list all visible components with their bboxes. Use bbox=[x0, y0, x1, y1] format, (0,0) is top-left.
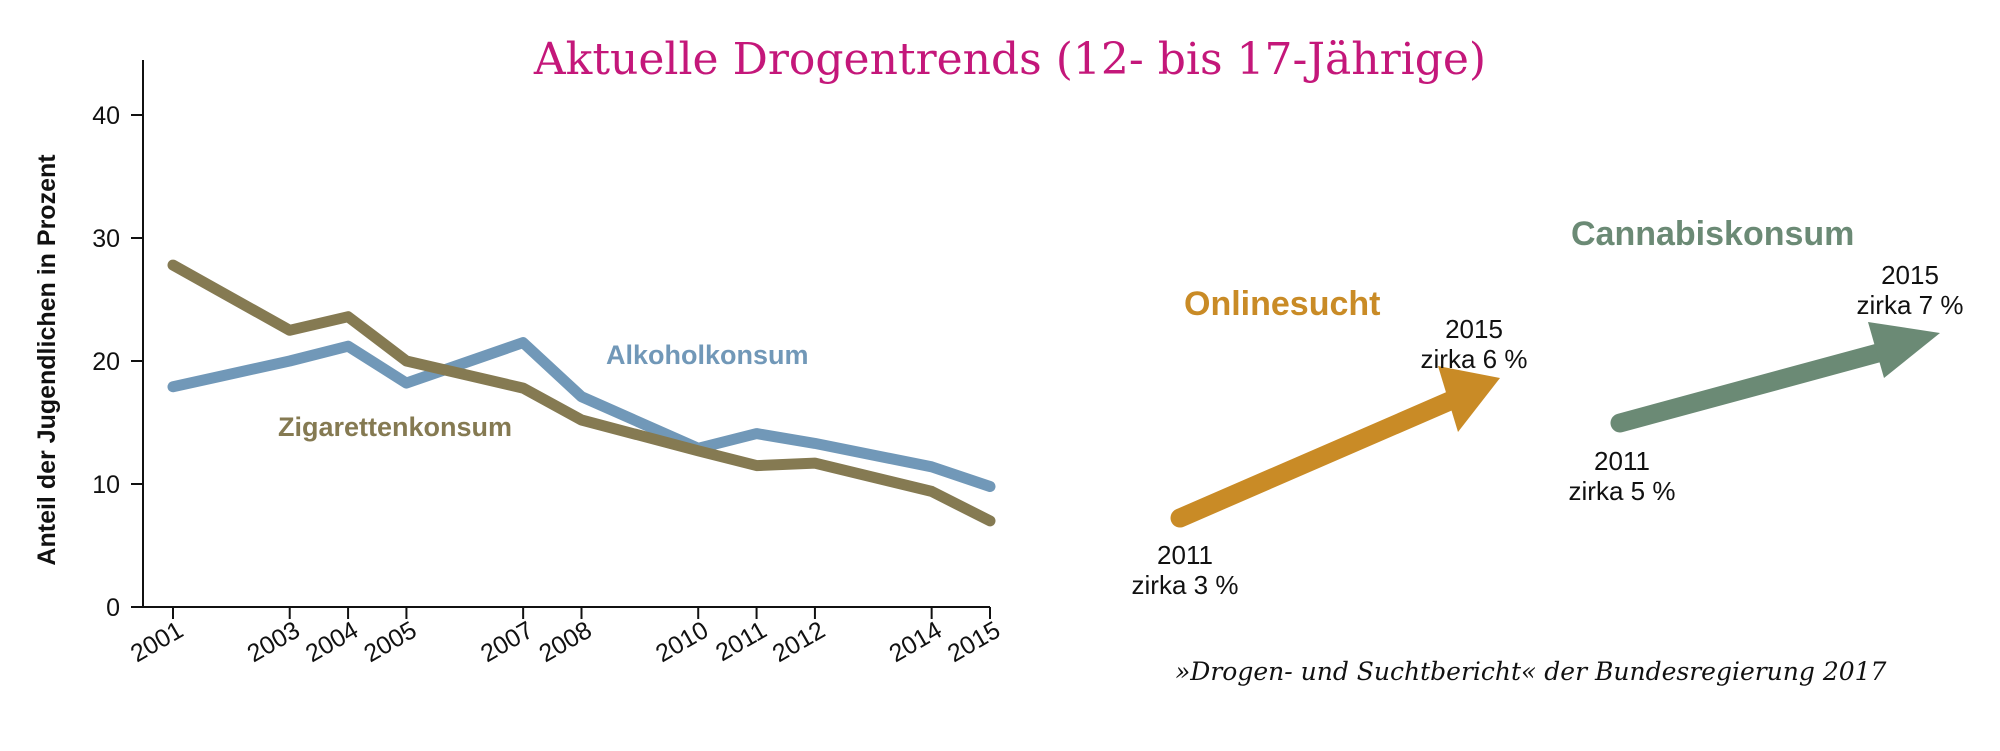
x-tick-label: 2005 bbox=[359, 616, 421, 668]
cannabiskonsum-start-year: 2011 bbox=[1594, 446, 1650, 476]
cannabiskonsum-start-value: zirka 5 % bbox=[1569, 476, 1676, 506]
onlinesucht-trend: Onlinesucht 2011 zirka 3 % 2015 zirka 6 … bbox=[1132, 285, 1528, 600]
cannabiskonsum-label: Cannabiskonsum bbox=[1571, 215, 1854, 253]
onlinesucht-start-year: 2011 bbox=[1157, 540, 1213, 570]
y-tick-label: 0 bbox=[106, 594, 120, 622]
y-tick-label: 40 bbox=[92, 102, 120, 130]
onlinesucht-label: Onlinesucht bbox=[1184, 285, 1380, 323]
cannabiskonsum-trend: Cannabiskonsum 2011 zirka 5 % 2015 zirka… bbox=[1569, 215, 1964, 506]
x-tick-label: 2008 bbox=[534, 616, 596, 668]
x-tick-label: 2003 bbox=[243, 616, 305, 668]
x-tick-label: 2007 bbox=[476, 616, 538, 668]
chart-title: Aktuelle Drogentrends (12- bis 17-Jährig… bbox=[533, 34, 1486, 85]
onlinesucht-arrow-head bbox=[1438, 366, 1500, 432]
cannabiskonsum-end-value: zirka 7 % bbox=[1857, 290, 1964, 320]
onlinesucht-arrow-shaft bbox=[1170, 390, 1462, 528]
x-tick-label: 2012 bbox=[768, 616, 830, 668]
y-ticks: 0 10 20 30 40 bbox=[92, 102, 143, 622]
onlinesucht-end-value: zirka 6 % bbox=[1421, 344, 1528, 374]
series-line-zigarettenkonsum bbox=[167, 259, 996, 527]
y-tick-label: 30 bbox=[92, 225, 120, 253]
source-note: »Drogen- und Suchtbericht« der Bundesreg… bbox=[1175, 657, 1887, 686]
x-tick-label: 2001 bbox=[126, 616, 188, 668]
series-label-alkoholkonsum: Alkoholkonsum bbox=[606, 340, 809, 370]
x-tick-label: 2010 bbox=[651, 616, 713, 668]
onlinesucht-start-value: zirka 3 % bbox=[1132, 570, 1239, 600]
series-label-zigarettenkonsum: Zigarettenkonsum bbox=[278, 412, 512, 442]
x-tick-label: 2014 bbox=[884, 616, 946, 668]
series-lines bbox=[167, 259, 996, 527]
x-tick-label: 2011 bbox=[711, 616, 772, 667]
series-line-alkoholkonsum bbox=[167, 337, 996, 492]
x-tick-label: 2015 bbox=[943, 616, 1005, 668]
y-axis-label: Anteil der Jugendlichen in Prozent bbox=[33, 154, 61, 566]
x-tick-label: 2004 bbox=[301, 616, 363, 668]
cannabiskonsum-arrow-shaft bbox=[1610, 343, 1888, 433]
y-tick-label: 10 bbox=[92, 471, 120, 499]
cannabiskonsum-end-year: 2015 bbox=[1881, 260, 1939, 290]
y-tick-label: 20 bbox=[92, 348, 120, 376]
cannabiskonsum-arrow-head bbox=[1868, 322, 1940, 378]
onlinesucht-end-year: 2015 bbox=[1445, 314, 1503, 344]
